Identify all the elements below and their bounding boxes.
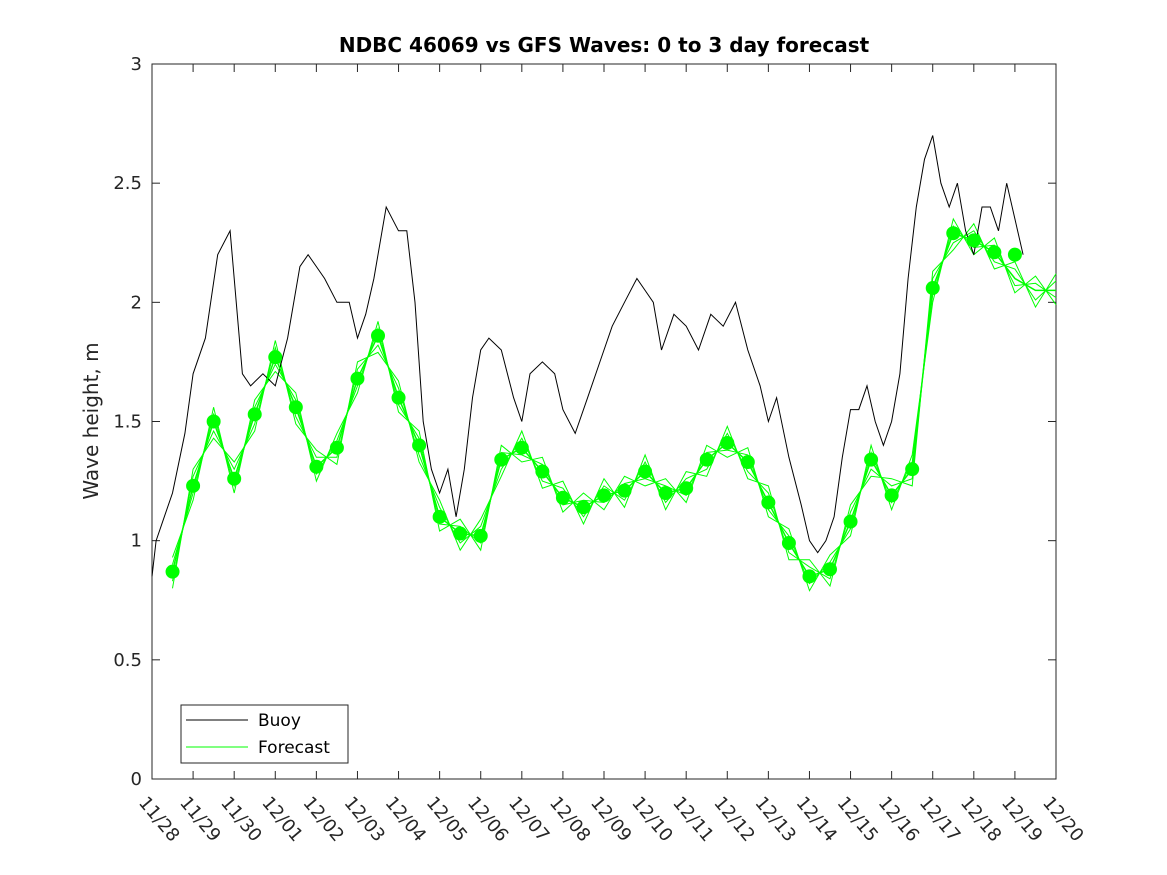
forecast-point xyxy=(412,438,427,453)
plot-area: 00.511.522.5311/2811/2911/3012/0112/0212… xyxy=(113,54,1087,846)
y-tick-label: 0 xyxy=(131,769,142,790)
forecast-point xyxy=(802,569,817,584)
y-axis-label: Wave height, m xyxy=(79,342,103,499)
forecast-point xyxy=(186,478,201,493)
forecast-point xyxy=(432,509,447,524)
forecast-point xyxy=(453,526,468,541)
forecast-point xyxy=(823,562,837,577)
forecast-point xyxy=(288,400,303,415)
forecast-point xyxy=(905,462,920,477)
forecast-point xyxy=(617,483,632,498)
buoy-series-line xyxy=(151,135,1024,577)
forecast-point xyxy=(781,536,796,551)
forecast-point xyxy=(740,455,755,470)
y-tick-label: 2 xyxy=(131,292,142,313)
forecast-point xyxy=(514,440,529,455)
y-tick-label: 1.5 xyxy=(113,412,142,433)
forecast-point xyxy=(206,414,221,429)
y-tick-label: 2.5 xyxy=(113,173,142,194)
forecast-point xyxy=(925,281,940,296)
forecast-point xyxy=(227,471,242,486)
legend: Buoy Forecast xyxy=(180,704,349,764)
forecast-point xyxy=(638,464,653,479)
y-tick-label: 0.5 xyxy=(113,650,142,671)
forecast-point xyxy=(843,514,858,529)
forecast-point xyxy=(247,407,262,422)
forecast-point xyxy=(864,452,879,467)
forecast-point xyxy=(535,464,550,479)
forecast-point xyxy=(720,435,735,450)
forecast-point xyxy=(350,371,365,386)
forecast-point xyxy=(884,488,899,503)
y-tick-label: 1 xyxy=(131,531,142,552)
forecast-point xyxy=(699,452,714,467)
legend-label-forecast: Forecast xyxy=(258,738,330,758)
forecast-point xyxy=(371,328,385,343)
forecast-point xyxy=(679,481,694,496)
y-tick-label: 3 xyxy=(131,54,142,75)
forecast-point xyxy=(165,564,180,579)
forecast-point xyxy=(494,452,509,467)
forecast-point xyxy=(329,440,344,455)
forecast-point xyxy=(1007,247,1022,262)
forecast-point xyxy=(576,500,591,515)
forecast-point xyxy=(268,350,283,365)
chart-title: NDBC 46069 vs GFS Waves: 0 to 3 day fore… xyxy=(339,33,870,57)
forecast-point xyxy=(391,390,406,405)
forecast-point xyxy=(987,245,1002,260)
plot-frame xyxy=(151,63,1057,780)
forecast-point xyxy=(761,495,776,510)
forecast-point xyxy=(946,226,961,241)
forecast-point xyxy=(966,233,981,248)
forecast-point xyxy=(555,490,570,505)
legend-label-buoy: Buoy xyxy=(258,711,301,731)
forecast-point xyxy=(473,528,488,543)
forecast-point xyxy=(309,459,324,474)
forecast-point xyxy=(658,486,673,500)
forecast-point xyxy=(597,488,611,503)
legend-box xyxy=(180,704,349,764)
